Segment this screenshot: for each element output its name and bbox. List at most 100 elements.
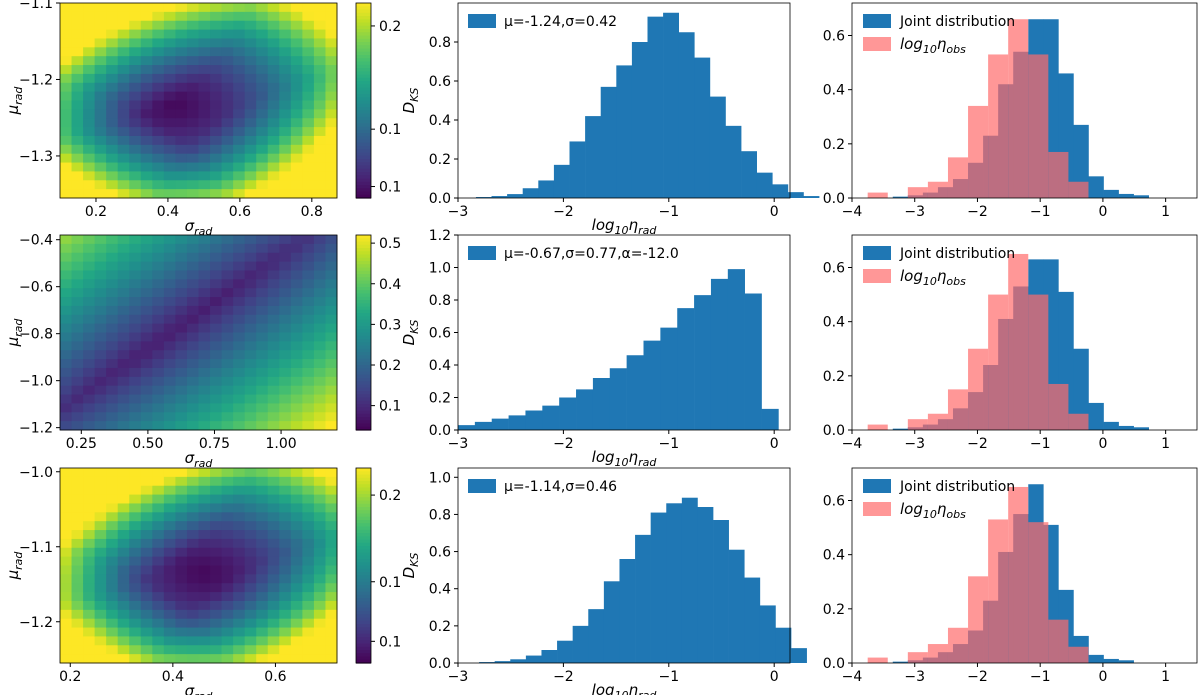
x-tick-label: 0 (770, 669, 779, 685)
heatmap-cell (175, 144, 188, 155)
heatmap-cell (94, 627, 107, 637)
heatmap-cell (279, 503, 292, 513)
heatmap-cell (290, 144, 303, 155)
obs-bar (1068, 646, 1089, 663)
heatmap-cell (83, 91, 96, 101)
heatmap-cell (198, 135, 211, 146)
heatmap-cell (71, 654, 84, 664)
colorbar-segment (356, 261, 371, 265)
colorbar-segment (356, 559, 371, 563)
heatmap-cell (117, 592, 130, 602)
heatmap-cell (140, 583, 153, 593)
heatmap-cell (129, 323, 142, 333)
heatmap-cell (313, 556, 326, 566)
heatmap-cell (198, 654, 211, 664)
heatmap-cell (198, 279, 211, 289)
colorbar-segment (356, 103, 371, 108)
heatmap-cell (302, 332, 315, 342)
heatmap-cell (221, 270, 234, 280)
heatmap-cell (94, 503, 107, 513)
heatmap-cell (325, 29, 338, 39)
heatmap-cell (83, 394, 96, 404)
heatmap-cell (186, 530, 199, 540)
heatmap-cell (313, 476, 326, 487)
heatmap-cell (302, 385, 315, 396)
heatmap-cell (186, 654, 199, 664)
heatmap-cell (210, 609, 223, 620)
heatmap-cell (221, 47, 234, 57)
heatmap-cell (221, 341, 234, 351)
heatmap-cell (71, 252, 84, 263)
heatmap-cell (279, 261, 292, 271)
heatmap-cell (210, 135, 223, 146)
heatmap-cell (198, 583, 211, 593)
heatmap-cell (152, 153, 165, 164)
heatmap-cell (279, 538, 292, 549)
x-axis-label: log10ηrad (592, 216, 658, 237)
heatmap-cell (186, 153, 199, 164)
heatmap-cell (233, 323, 246, 333)
heatmap-cell (267, 645, 280, 655)
heatmap-cell (60, 468, 73, 478)
heatmap-cell (186, 171, 199, 181)
heatmap-cell (325, 583, 338, 593)
heatmap-cell (325, 376, 338, 387)
colorbar-segment (356, 513, 371, 518)
heatmap-cell (60, 600, 73, 611)
heatmap-cell (106, 341, 119, 351)
colorbar-segment (356, 35, 371, 40)
heatmap-cell (290, 485, 303, 496)
heatmap-cell (210, 421, 223, 431)
heatmap-cell (83, 565, 96, 575)
heatmap-cell (60, 135, 73, 146)
heatmap-cell (302, 574, 315, 584)
x-tick-label: −1 (658, 436, 679, 452)
heatmap-cell (267, 47, 280, 57)
colorbar-segment (356, 185, 371, 189)
heatmap-cell (60, 359, 73, 369)
heatmap-cell (233, 636, 246, 646)
heatmap-cell (129, 82, 142, 93)
colorbar-segment (356, 507, 371, 511)
heatmap-cell (60, 153, 73, 164)
heatmap-cell (302, 565, 315, 575)
heatmap-cell (279, 144, 292, 155)
heatmap-cell (83, 538, 96, 549)
heatmap-cell (60, 350, 73, 360)
heatmap-cell (244, 305, 257, 316)
obs-bar (968, 576, 989, 663)
heatmap-cell (279, 11, 292, 22)
heatmap-cell (267, 314, 280, 325)
heatmap-cell (117, 394, 130, 404)
colorbar-segment (356, 394, 371, 399)
heatmap-cell (60, 127, 73, 137)
colorbar-segment (356, 241, 371, 246)
y-axis-label: μrad (4, 318, 25, 348)
histogram-bar (592, 378, 611, 430)
heatmap-cell (279, 65, 292, 75)
heatmap-cell (256, 314, 269, 325)
axes-frame (851, 467, 1198, 664)
colorbar-segment (356, 643, 371, 648)
panel-0: 0.2 0.4 0.6 0.8−1.1−1.2−1.3σradμrad0.10.10.… (4, 0, 421, 238)
heatmap-cell (221, 367, 234, 378)
colorbar-segment (356, 133, 371, 137)
heatmap-cell (244, 171, 257, 181)
heatmap-cell (71, 412, 84, 422)
colorbar-segment (356, 12, 371, 17)
heatmap-cell (325, 574, 338, 584)
heatmap-cell (106, 583, 119, 593)
legend-label-obs: log10ηobs (900, 267, 966, 288)
heatmap-cell (302, 359, 315, 369)
heatmap-cell (313, 100, 326, 110)
colorbar-segment (356, 420, 371, 425)
colorbar-segment (356, 45, 371, 50)
heatmap-cell (325, 503, 338, 513)
heatmap-cell (290, 521, 303, 531)
heatmap-cell (152, 288, 165, 298)
heatmap-cell (94, 600, 107, 611)
colorbar-segment (356, 48, 371, 53)
heatmap-cell (117, 485, 130, 496)
heatmap-cell (83, 189, 96, 199)
histogram-bar (635, 534, 651, 663)
